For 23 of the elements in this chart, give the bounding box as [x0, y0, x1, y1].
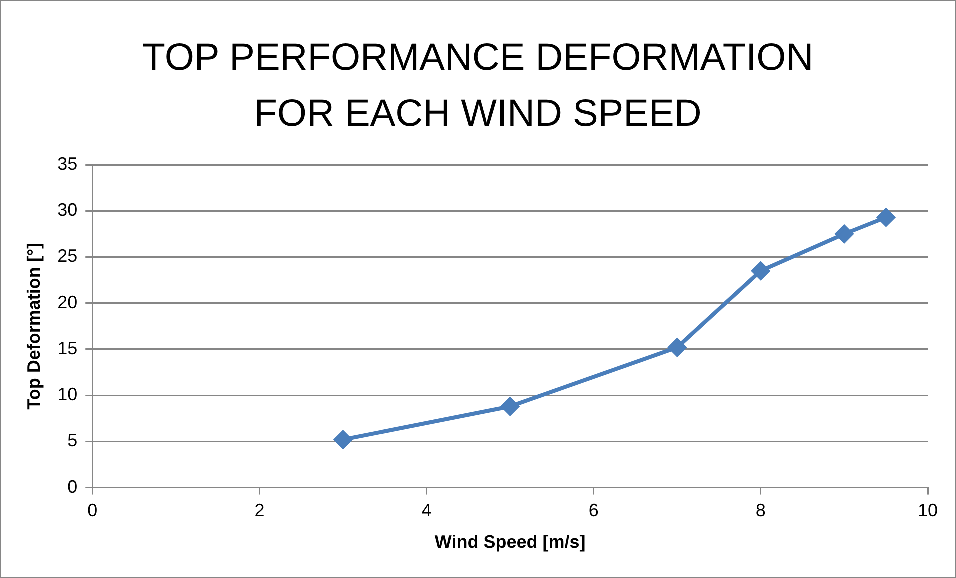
- x-tick-label: 0: [88, 500, 98, 521]
- y-axis-title: Top Deformation [°]: [24, 242, 44, 410]
- point: [501, 398, 520, 416]
- y-tick-label: 10: [58, 384, 78, 405]
- point: [334, 430, 352, 449]
- point: [877, 208, 896, 227]
- x-tick-label: 6: [588, 500, 599, 521]
- y-tick-label: 0: [68, 476, 78, 497]
- y-tick-label: 5: [68, 430, 78, 451]
- point: [835, 225, 854, 244]
- x-axis-title: Wind Speed [m/s]: [434, 532, 586, 552]
- chart-title: TOP PERFORMANCE DEFORMATION FOR EACH WIND SPEED: [141, 36, 815, 137]
- x-tick-label: 2: [254, 500, 265, 521]
- x-tick-label: 10: [918, 500, 938, 521]
- y-tick-label: 25: [58, 246, 78, 266]
- point: [668, 338, 686, 357]
- y-tick-label: 30: [58, 200, 78, 220]
- point: [752, 262, 770, 280]
- x-tick-label: 8: [756, 500, 766, 521]
- y-tick-label: 35: [58, 154, 78, 174]
- y-tick-label: 15: [58, 338, 78, 358]
- x-tick-label: 4: [422, 500, 432, 521]
- y-tick-label: 20: [58, 292, 78, 312]
